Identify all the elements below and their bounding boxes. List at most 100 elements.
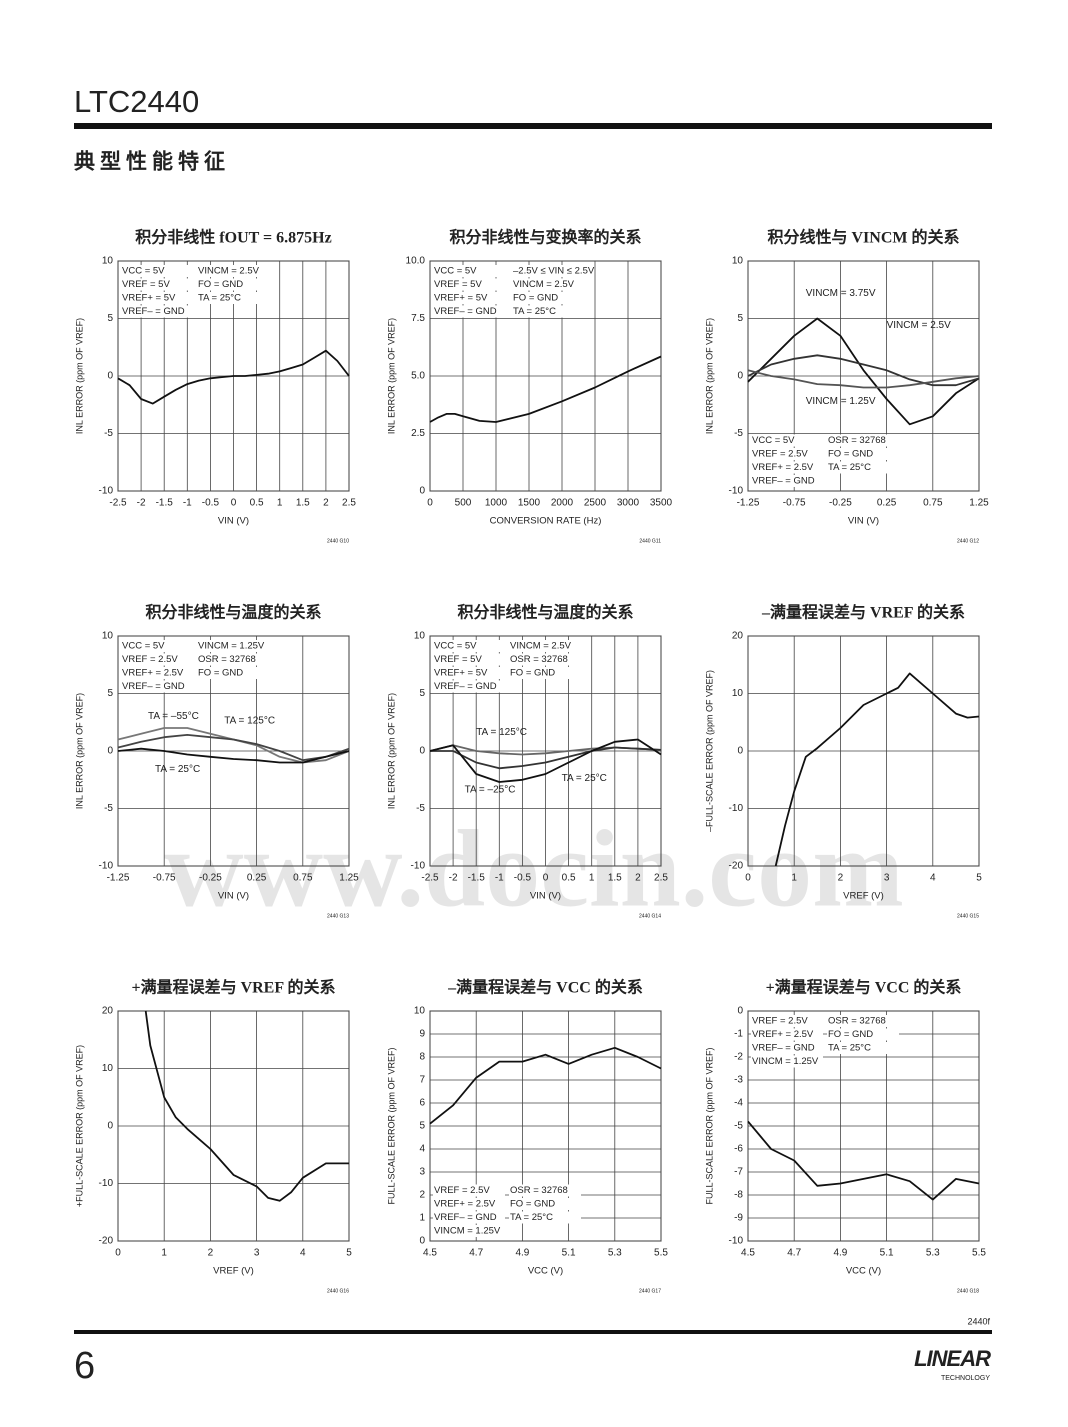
- y-tick-label: 0: [107, 1121, 113, 1132]
- x-tick-label: 0.75: [923, 498, 943, 509]
- series-line: [144, 1010, 349, 1202]
- note-bg: [121, 305, 193, 318]
- condition-note: VREF = 5V: [434, 654, 482, 665]
- note-bg: [433, 680, 505, 693]
- y-tick-label: -10: [729, 1236, 744, 1247]
- condition-note: VCC = 5V: [122, 266, 165, 277]
- y-tick-label: 20: [102, 1006, 114, 1017]
- note-bg: [751, 461, 823, 474]
- series-label: TA = –25°C: [465, 785, 516, 796]
- y-tick-label: 1: [419, 1213, 425, 1224]
- condition-note: VREF– = GND: [122, 681, 185, 692]
- x-tick-label: 5.5: [972, 1248, 986, 1259]
- x-axis-label: VIN (V): [218, 891, 249, 902]
- x-axis-label: CONVERSION RATE (Hz): [490, 516, 602, 527]
- x-tick-label: 0: [231, 498, 237, 509]
- x-tick-label: 3500: [650, 498, 673, 509]
- note-bg: [197, 278, 269, 291]
- y-tick-label: -10: [729, 486, 744, 497]
- condition-note: VINCM = 1.25V: [198, 641, 265, 652]
- y-tick-label: 10: [102, 1063, 114, 1074]
- condition-note: VCC = 5V: [434, 641, 477, 652]
- note-bg: [751, 1015, 823, 1027]
- condition-note: VINCM = 2.5V: [513, 279, 575, 290]
- note-bg: [197, 667, 269, 679]
- chart-title: 积分非线性与温度的关系: [145, 603, 321, 622]
- series-line: [747, 317, 980, 426]
- series-line: [117, 349, 350, 405]
- condition-note: VREF– = GND: [752, 1043, 815, 1054]
- note-bg: [509, 1184, 581, 1197]
- series-label: VINCM = 3.75V: [806, 288, 876, 299]
- y-tick-label: 0: [107, 746, 113, 757]
- condition-note: VCC = 5V: [434, 266, 477, 277]
- note-bg: [433, 292, 505, 304]
- condition-note: TA = 25°C: [513, 306, 556, 317]
- note-bg: [121, 667, 193, 679]
- x-tick-label: 2.5: [342, 498, 356, 509]
- x-axis-label: VIN (V): [848, 516, 879, 527]
- y-axis-label: FULL-SCALE ERROR (ppm OF VREF): [386, 1047, 396, 1204]
- figure-code: 2440 G18: [957, 1288, 979, 1294]
- x-tick-label: 0.5: [562, 873, 576, 884]
- condition-note: –2.5V ≤ VIN ≤ 2.5V: [513, 266, 595, 277]
- x-tick-label: 0.75: [293, 873, 313, 884]
- x-tick-label: -2: [137, 498, 146, 509]
- x-axis-label: VCC (V): [846, 1266, 881, 1277]
- chart-title: –满量程误差与 VREF 的关系: [761, 603, 965, 622]
- note-bg: [509, 640, 581, 652]
- condition-note: VREF = 2.5V: [752, 1016, 808, 1027]
- x-tick-label: -0.75: [153, 873, 176, 884]
- chart-title: +满量程误差与 VCC 的关系: [766, 978, 962, 997]
- x-tick-label: 5: [976, 873, 982, 884]
- y-axis-label: INL ERROR (ppm OF VREF): [74, 318, 84, 434]
- x-tick-label: 1: [791, 873, 797, 884]
- x-tick-label: 4: [930, 873, 936, 884]
- figure-code: 2440 G15: [957, 913, 979, 919]
- condition-note: VREF = 5V: [434, 279, 482, 290]
- header-rule: [74, 123, 992, 129]
- note-bg: [433, 265, 505, 277]
- condition-note: VINCM = 1.25V: [434, 1226, 501, 1237]
- condition-note: VREF+ = 5V: [434, 293, 488, 304]
- x-tick-label: -0.5: [202, 498, 220, 509]
- y-tick-label: 4: [419, 1144, 425, 1155]
- condition-note: VREF+ = 2.5V: [752, 1029, 814, 1040]
- y-tick-label: -5: [734, 1121, 743, 1132]
- note-bg: [121, 292, 193, 304]
- note-bg: [433, 1198, 505, 1210]
- series-line: [117, 727, 350, 764]
- x-tick-label: 1: [589, 873, 595, 884]
- note-bg: [433, 1184, 505, 1197]
- condition-note: VREF– = GND: [434, 681, 497, 692]
- y-tick-label: 2.5: [411, 428, 425, 439]
- note-bg: [197, 640, 269, 652]
- x-tick-label: 0.25: [877, 498, 897, 509]
- x-tick-label: 2500: [584, 498, 607, 509]
- y-axis-label: INL ERROR (ppm OF VREF): [386, 693, 396, 809]
- series-label: TA = 25°C: [155, 764, 200, 775]
- note-bg: [433, 1211, 505, 1224]
- x-tick-label: 1500: [518, 498, 541, 509]
- x-tick-label: -1: [495, 873, 504, 884]
- y-tick-label: 10: [414, 1006, 426, 1017]
- note-bg: [751, 448, 823, 460]
- y-tick-label: -3: [734, 1075, 743, 1086]
- x-tick-label: -0.25: [829, 498, 852, 509]
- condition-note: TA = 25°C: [828, 1043, 871, 1054]
- condition-note: VREF+ = 2.5V: [122, 668, 184, 679]
- y-tick-label: -10: [99, 1178, 114, 1189]
- x-tick-label: -0.25: [199, 873, 222, 884]
- note-bg: [121, 278, 193, 291]
- series-label: VINCM = 2.5V: [887, 320, 952, 331]
- x-tick-label: 3000: [617, 498, 640, 509]
- y-tick-label: 9: [419, 1029, 425, 1040]
- y-tick-label: 3: [419, 1167, 425, 1178]
- x-tick-label: -2.5: [421, 873, 439, 884]
- x-tick-label: -0.75: [783, 498, 806, 509]
- y-tick-label: 5: [737, 313, 743, 324]
- condition-note: VCC = 5V: [122, 641, 165, 652]
- condition-note: FO = GND: [828, 449, 873, 460]
- x-tick-label: 1.5: [608, 873, 622, 884]
- figure-code: 2440 G10: [327, 538, 349, 544]
